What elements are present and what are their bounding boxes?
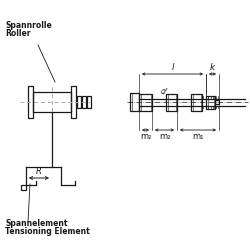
Text: m₂: m₂: [159, 132, 170, 141]
Bar: [130, 93, 139, 111]
Bar: [28, 86, 33, 118]
Bar: [191, 94, 202, 110]
Text: d: d: [159, 87, 167, 97]
Bar: [77, 96, 81, 108]
Bar: [166, 94, 177, 110]
Text: k: k: [210, 64, 215, 72]
Bar: [139, 94, 152, 110]
Text: m₁: m₁: [192, 132, 204, 141]
Bar: [71, 86, 76, 118]
Text: R: R: [36, 167, 42, 176]
Text: Tensioning Element: Tensioning Element: [5, 227, 90, 236]
Bar: [21, 185, 26, 190]
Text: l: l: [171, 64, 174, 72]
Text: Roller: Roller: [5, 29, 30, 38]
Bar: [82, 96, 86, 108]
Bar: [87, 96, 91, 108]
Bar: [215, 100, 219, 104]
Bar: [206, 96, 215, 108]
Text: Spannrolle: Spannrolle: [5, 21, 52, 30]
Text: m₂: m₂: [140, 132, 151, 141]
Bar: [33, 92, 71, 112]
Text: Spannelement: Spannelement: [5, 219, 68, 228]
